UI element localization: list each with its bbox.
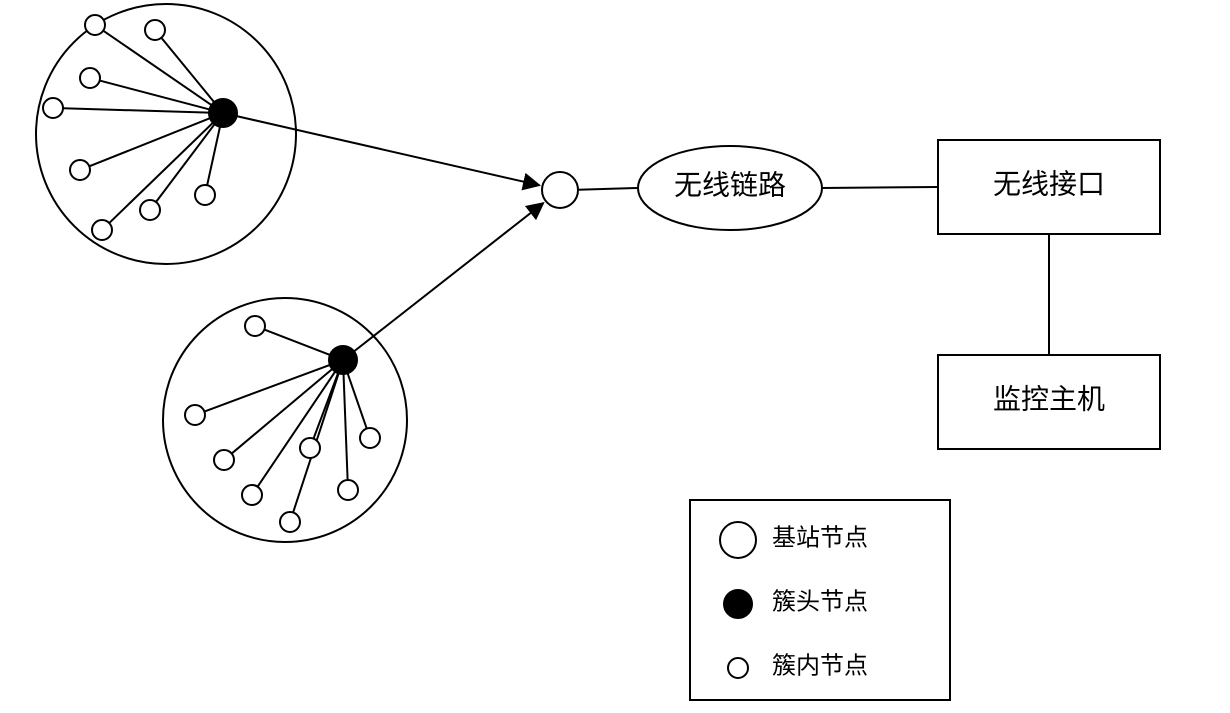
cluster-edge [258, 372, 336, 487]
cluster-member-node [245, 316, 265, 336]
cluster-member-node [80, 68, 100, 88]
legend-symbol-base [720, 522, 756, 558]
cluster-member-node [300, 438, 320, 458]
cluster-member-node [70, 160, 90, 180]
wireless-interface-box-label: 无线接口 [993, 168, 1105, 200]
link-head-to-base [354, 203, 543, 351]
cluster-member-node [185, 405, 205, 425]
cluster-member-node [85, 15, 105, 35]
legend-label-member: 簇内节点 [772, 653, 868, 680]
monitor-host-box-label: 监控主机 [993, 383, 1105, 415]
cluster-head-node [209, 99, 237, 127]
cluster-edge [264, 330, 330, 355]
cluster-member-node [140, 200, 160, 220]
cluster-edge [348, 373, 367, 428]
link-base-to-wireless [578, 188, 638, 190]
cluster-member-node [43, 98, 63, 118]
cluster-member-node [280, 512, 300, 532]
cluster-member-node [214, 450, 234, 470]
cluster-member-node [145, 20, 165, 40]
cluster-edge [344, 374, 348, 480]
cluster-member-node [360, 428, 380, 448]
cluster-member-node [92, 220, 112, 240]
legend-symbol-member [728, 658, 748, 678]
link-wireless-to-interface [822, 187, 938, 188]
cluster-member-node [338, 480, 358, 500]
cluster-member-node [195, 185, 215, 205]
cluster-edge [100, 81, 210, 110]
cluster-edge [204, 365, 330, 412]
legend-label-base: 基站节点 [772, 525, 868, 552]
cluster-member-node [242, 485, 262, 505]
cluster-edge [207, 127, 220, 186]
cluster-edge [161, 38, 214, 102]
link-head-to-base [237, 116, 540, 185]
cluster-head-node [329, 346, 357, 374]
legend-label-head: 簇头节点 [772, 589, 868, 616]
base-station-node [542, 172, 578, 208]
legend-symbol-head [724, 590, 752, 618]
cluster-edge [103, 31, 211, 105]
wireless-link-label: 无线链路 [674, 169, 786, 201]
cluster-edge [63, 108, 209, 112]
